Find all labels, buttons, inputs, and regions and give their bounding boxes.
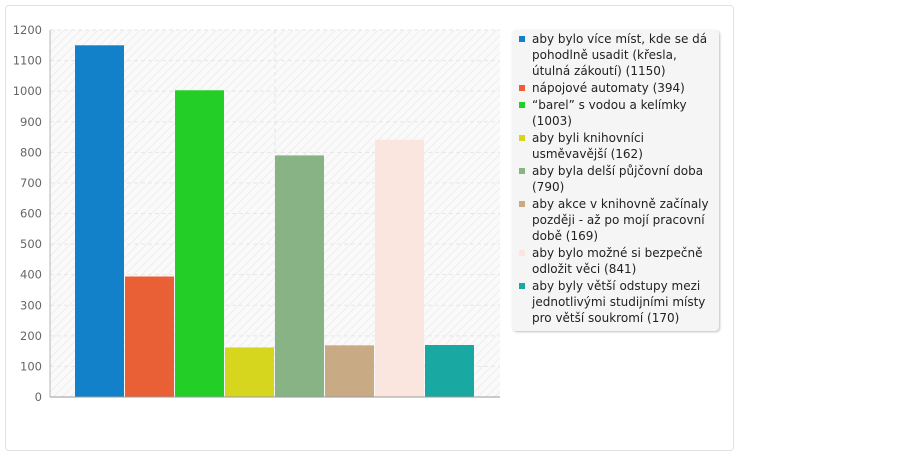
legend-item[interactable]: aby byli knihovníci usměvavější (162) xyxy=(518,130,713,162)
legend-item[interactable]: aby bylo možné si bezpečně odložit věci … xyxy=(518,245,713,277)
y-tick-label: 600 xyxy=(20,207,42,221)
legend-label: nápojové automaty (394) xyxy=(532,81,685,95)
y-tick-label: 500 xyxy=(20,237,42,251)
bars xyxy=(75,45,474,398)
bar-6[interactable] xyxy=(325,345,374,397)
legend-swatch xyxy=(519,85,525,91)
y-tick-label: 1000 xyxy=(13,84,42,98)
legend-label: aby akce v knihovně začínaly později - a… xyxy=(532,197,709,243)
bar-4[interactable] xyxy=(225,347,274,397)
legend-swatch xyxy=(519,201,525,207)
legend-item[interactable]: aby byly větší odstupy mezi jednotlivými… xyxy=(518,278,713,326)
bar-2[interactable] xyxy=(125,276,174,397)
bar-7[interactable] xyxy=(375,139,424,397)
legend-item[interactable]: aby byla delší půjčovní doba (790) xyxy=(518,163,713,195)
y-tick-label: 800 xyxy=(20,145,42,159)
legend-item[interactable]: aby bylo více míst, kde se dá pohodlně u… xyxy=(518,31,713,79)
legend-item[interactable]: aby akce v knihovně začínaly později - a… xyxy=(518,196,713,244)
legend-swatch xyxy=(519,36,525,42)
legend-swatch xyxy=(519,102,525,108)
y-axis: 0 100 200 300 400 500 600 700 800 900 1000 1100 1200 xyxy=(13,23,500,404)
bar-8[interactable] xyxy=(425,345,474,397)
legend-label: “barel” s vodou a kelímky (1003) xyxy=(532,98,687,128)
bar-5[interactable] xyxy=(275,155,324,397)
y-tick-label: 200 xyxy=(20,329,42,343)
legend-swatch xyxy=(519,168,525,174)
legend-label: aby byly větší odstupy mezi jednotlivými… xyxy=(532,279,706,325)
legend: aby bylo více míst, kde se dá pohodlně u… xyxy=(512,30,719,331)
y-tick-label: 400 xyxy=(20,268,42,282)
y-tick-label: 0 xyxy=(35,390,42,404)
bar-3[interactable] xyxy=(175,90,224,397)
legend-swatch xyxy=(519,135,525,141)
y-tick-label: 1200 xyxy=(13,23,42,37)
bar-1[interactable] xyxy=(75,45,124,398)
y-tick-label: 700 xyxy=(20,176,42,190)
y-tick-label: 900 xyxy=(20,115,42,129)
legend-label: aby byli knihovníci usměvavější (162) xyxy=(532,131,644,161)
legend-label: aby byla delší půjčovní doba (790) xyxy=(532,164,704,194)
legend-swatch xyxy=(519,250,525,256)
legend-label: aby bylo možné si bezpečně odložit věci … xyxy=(532,246,703,276)
legend-label: aby bylo více míst, kde se dá pohodlně u… xyxy=(532,32,708,78)
y-tick-label: 1100 xyxy=(13,54,42,68)
legend-item[interactable]: “barel” s vodou a kelímky (1003) xyxy=(518,97,713,129)
legend-item[interactable]: nápojové automaty (394) xyxy=(518,80,713,96)
y-tick-label: 300 xyxy=(20,298,42,312)
y-tick-label: 100 xyxy=(20,359,42,373)
legend-swatch xyxy=(519,283,525,289)
